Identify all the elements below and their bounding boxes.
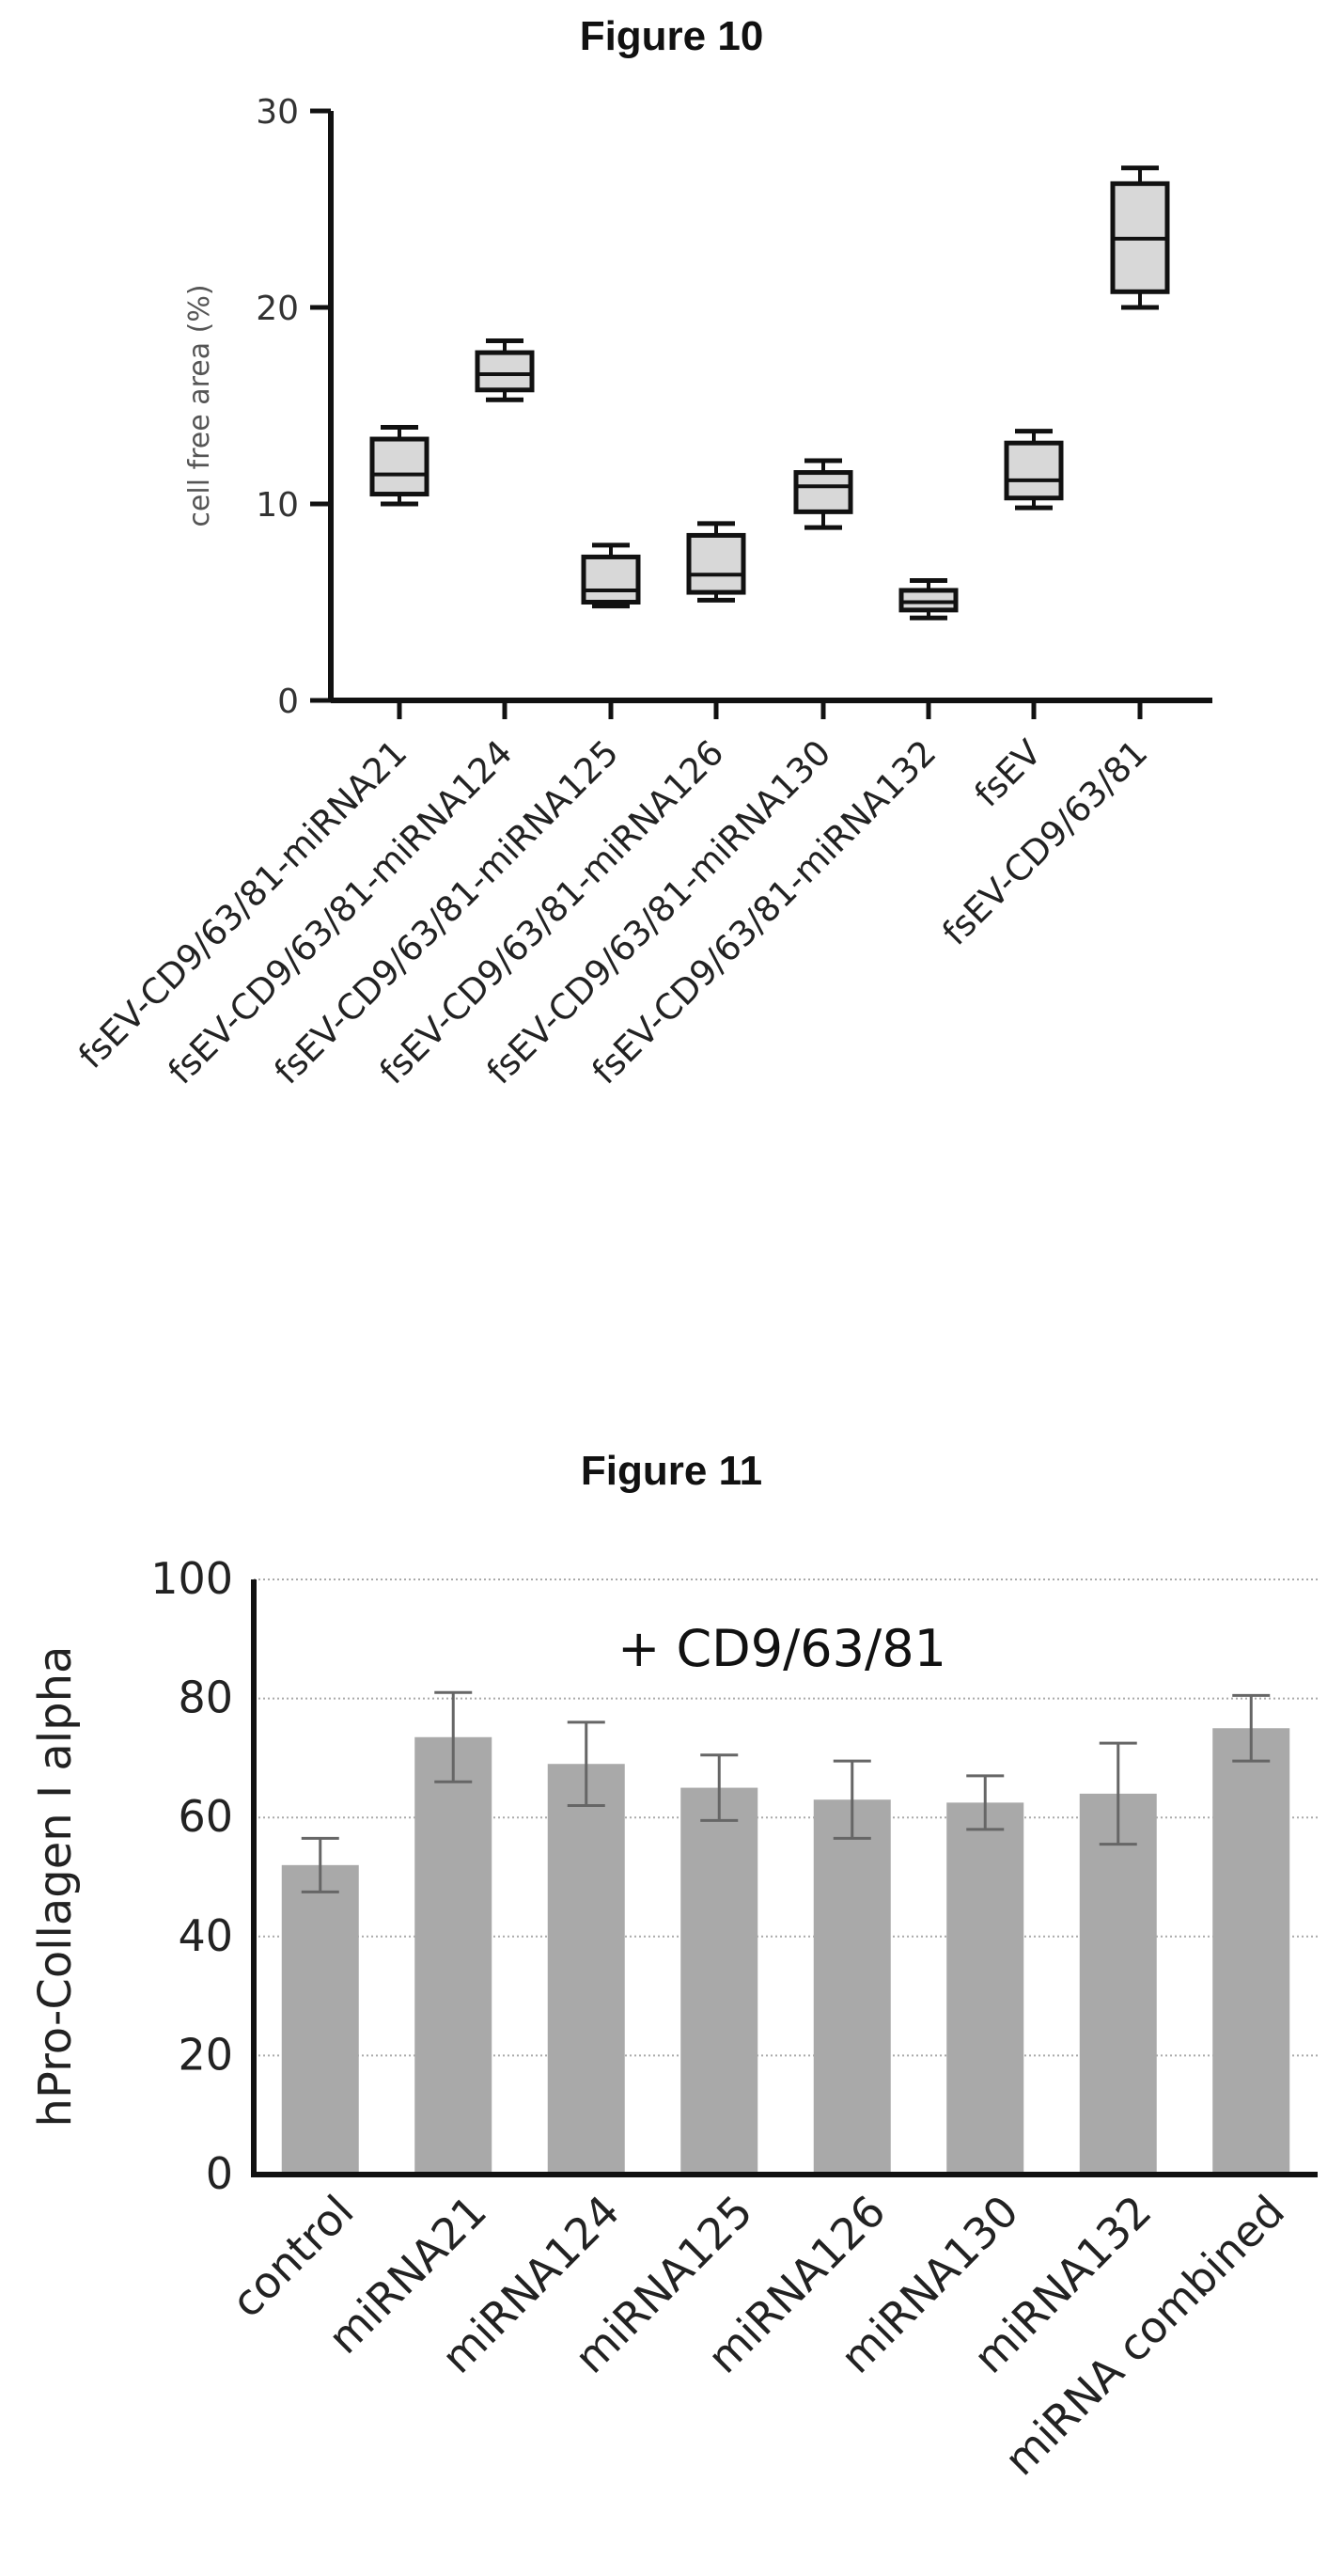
box-7: [1004, 429, 1064, 510]
bar-group-3: [547, 1720, 625, 2175]
y-tick-label: 0: [277, 683, 299, 721]
y-tick-label: 60: [178, 1791, 233, 1842]
box-iqr: [898, 588, 959, 613]
bar: [547, 1764, 625, 2175]
y-tick-label: 30: [256, 93, 299, 132]
box-5: [793, 458, 853, 530]
bar-group-2: [414, 1690, 492, 2175]
bar-group-8: [1212, 1693, 1290, 2175]
bar-group-5: [813, 1759, 891, 2175]
box-iqr: [793, 470, 853, 514]
annotation: + CD9/63/81: [617, 1619, 946, 1678]
figure-11-title: Figure 11: [580, 1448, 763, 1494]
box-iqr: [475, 350, 535, 393]
bar: [680, 1787, 758, 2175]
box-8: [1110, 165, 1170, 310]
y-tick-label: 40: [178, 1910, 233, 1961]
bar-group-1: [281, 1836, 359, 2175]
figure-10-title: Figure 10: [579, 13, 764, 59]
box-3: [581, 542, 641, 609]
bar: [414, 1736, 492, 2175]
box-4: [686, 521, 746, 603]
bar: [813, 1799, 891, 2175]
y-tick-label: 100: [150, 1553, 233, 1604]
y-tick-label: 10: [256, 486, 299, 525]
box-iqr: [369, 436, 429, 497]
bar: [1079, 1793, 1157, 2175]
box-6: [898, 578, 959, 620]
box-iqr: [581, 554, 641, 605]
bar-group-6: [946, 1774, 1024, 2175]
bar-group-7: [1079, 1741, 1157, 2175]
bar-group-4: [680, 1753, 758, 2175]
box-iqr: [1004, 440, 1064, 501]
box-1: [369, 424, 429, 507]
bar: [1212, 1728, 1290, 2175]
y-axis-label: cell free area (%): [183, 284, 216, 526]
box-2: [475, 338, 535, 402]
bar: [946, 1802, 1024, 2175]
y-tick-label: 20: [256, 290, 299, 328]
y-tick-label: 0: [206, 2148, 233, 2199]
y-tick-label: 20: [178, 2029, 233, 2080]
box-iqr: [686, 532, 746, 595]
bar: [281, 1864, 359, 2175]
y-tick-label: 80: [178, 1673, 233, 1723]
y-axis-label: hPro-Collagen I alpha: [29, 1646, 82, 2128]
